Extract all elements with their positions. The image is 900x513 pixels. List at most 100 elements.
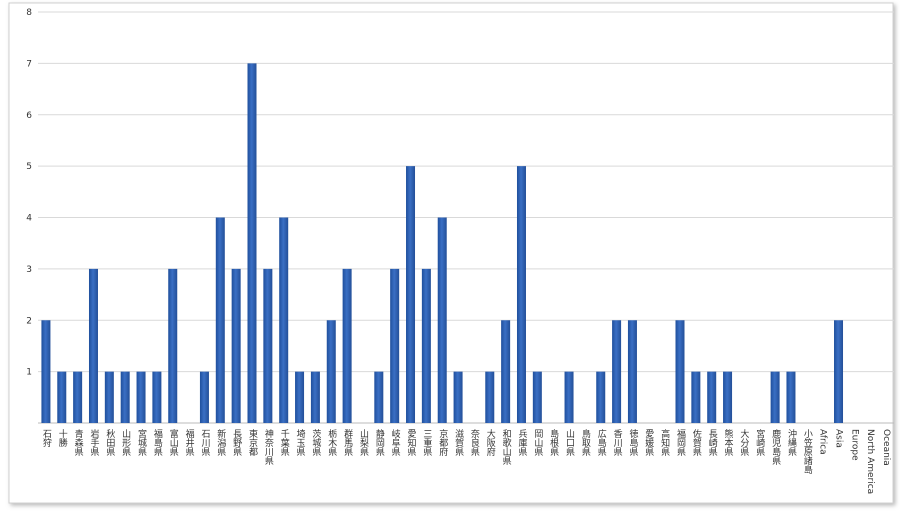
y-tick-label: 6	[26, 111, 32, 121]
x-tick-label: 福井県	[184, 428, 195, 457]
bar	[485, 371, 495, 423]
bar	[263, 268, 273, 423]
y-tick-label: 1	[26, 368, 32, 378]
x-tick-label: 熊本県	[723, 428, 734, 457]
x-tick-label: 新潟県	[215, 428, 226, 457]
bar	[564, 371, 574, 423]
x-tick-label: 茨城県	[310, 428, 321, 457]
x-tick-label: 岡山県	[532, 429, 543, 457]
x-tick-label: Asia	[834, 429, 844, 448]
bar	[295, 371, 305, 423]
x-tick-label: 千葉県	[279, 429, 290, 457]
x-tick-label: 富山県	[168, 428, 179, 457]
bar	[390, 268, 400, 423]
x-tick-label: 香川県	[612, 429, 623, 457]
bar	[691, 371, 701, 423]
x-tick-label: 沖縄県	[786, 428, 797, 457]
bar	[88, 268, 98, 423]
x-tick-label: 青森県	[73, 428, 84, 457]
x-tick-label: North America	[865, 429, 875, 494]
x-tick-label: 佐賀県	[691, 428, 702, 457]
bar	[421, 268, 431, 423]
bar	[247, 63, 257, 423]
x-tick-label: Africa	[818, 429, 828, 455]
y-tick-label: 7	[26, 59, 32, 69]
x-tick-label: 大分県	[738, 428, 749, 457]
bar	[786, 371, 796, 423]
bar	[437, 217, 447, 423]
bar	[707, 371, 717, 423]
x-tick-label: 岩手県	[88, 428, 99, 457]
x-tick-label: 奈良県	[469, 428, 480, 457]
bar	[152, 371, 162, 423]
x-tick-label: 神奈川県	[263, 428, 274, 466]
x-tick-label: 広島県	[596, 428, 607, 457]
bar	[342, 268, 352, 423]
x-tick-label: 群馬県	[342, 428, 353, 457]
x-tick-label: 福岡県	[675, 428, 686, 457]
x-tick-label: 鹿児島県	[770, 428, 781, 466]
y-tick-label: 2	[26, 316, 32, 326]
bar	[675, 320, 685, 423]
bar	[231, 268, 241, 423]
bar	[723, 371, 733, 423]
x-tick-label: 福島県	[152, 428, 163, 457]
x-tick-label: 石川県	[199, 429, 210, 457]
x-tick-label: 栃木県	[326, 428, 337, 457]
chart-panel	[8, 2, 894, 504]
x-tick-label: 小笠原諸島	[802, 429, 813, 475]
bar	[627, 320, 637, 423]
x-tick-label: 和歌山県	[501, 429, 512, 466]
x-tick-label: 秋田県	[104, 428, 115, 457]
bar	[770, 371, 780, 423]
bar	[215, 217, 225, 423]
x-tick-label: 埼玉県	[295, 428, 306, 457]
bar	[516, 166, 526, 423]
bar	[310, 371, 320, 423]
bar	[168, 268, 178, 423]
bar	[73, 371, 83, 423]
x-tick-label: 鳥取県	[580, 428, 591, 457]
x-tick-label: 愛知県	[406, 428, 417, 457]
bar	[326, 320, 336, 423]
y-tick-label: 4	[26, 214, 32, 224]
x-tick-label: 宮崎県	[754, 428, 765, 457]
x-tick-label: 兵庫県	[516, 428, 527, 457]
x-tick-label: 山形県	[120, 429, 130, 457]
bar	[104, 371, 114, 423]
x-tick-label: 岐阜県	[390, 428, 401, 457]
x-tick-label: 滋賀県	[453, 428, 464, 457]
x-tick-label: 徳島県	[627, 428, 638, 457]
bar	[453, 371, 463, 423]
x-tick-label: 東京都	[247, 428, 258, 457]
bar	[120, 371, 130, 423]
bar	[136, 371, 146, 423]
y-tick-label: 5	[26, 162, 32, 172]
x-tick-label: 宮城県	[136, 428, 147, 457]
bar	[199, 371, 209, 423]
bar	[406, 166, 416, 423]
x-tick-label: 静岡県	[374, 428, 385, 457]
x-tick-label: 長崎県	[707, 429, 718, 457]
x-tick-label: 長野県	[231, 429, 242, 457]
y-tick-label: 3	[26, 265, 32, 275]
y-tick-label: 8	[26, 8, 32, 18]
bar	[57, 371, 67, 423]
bar	[596, 371, 606, 423]
bar	[612, 320, 622, 423]
x-tick-label: 山梨県	[358, 429, 369, 457]
x-tick-label: 高知県	[659, 428, 670, 457]
bar	[501, 320, 511, 423]
x-tick-label: Europe	[849, 429, 859, 461]
bar	[834, 320, 844, 423]
x-tick-label: 三重県	[421, 429, 432, 457]
x-tick-label: Oceania	[881, 429, 891, 466]
x-tick-label: 島根県	[548, 428, 559, 457]
x-tick-label: 愛媛県	[643, 428, 654, 457]
x-tick-label: 山口県	[564, 429, 575, 457]
x-tick-label: 京都府	[437, 428, 448, 457]
x-tick-label: 大阪府	[485, 428, 496, 457]
bar	[532, 371, 542, 423]
